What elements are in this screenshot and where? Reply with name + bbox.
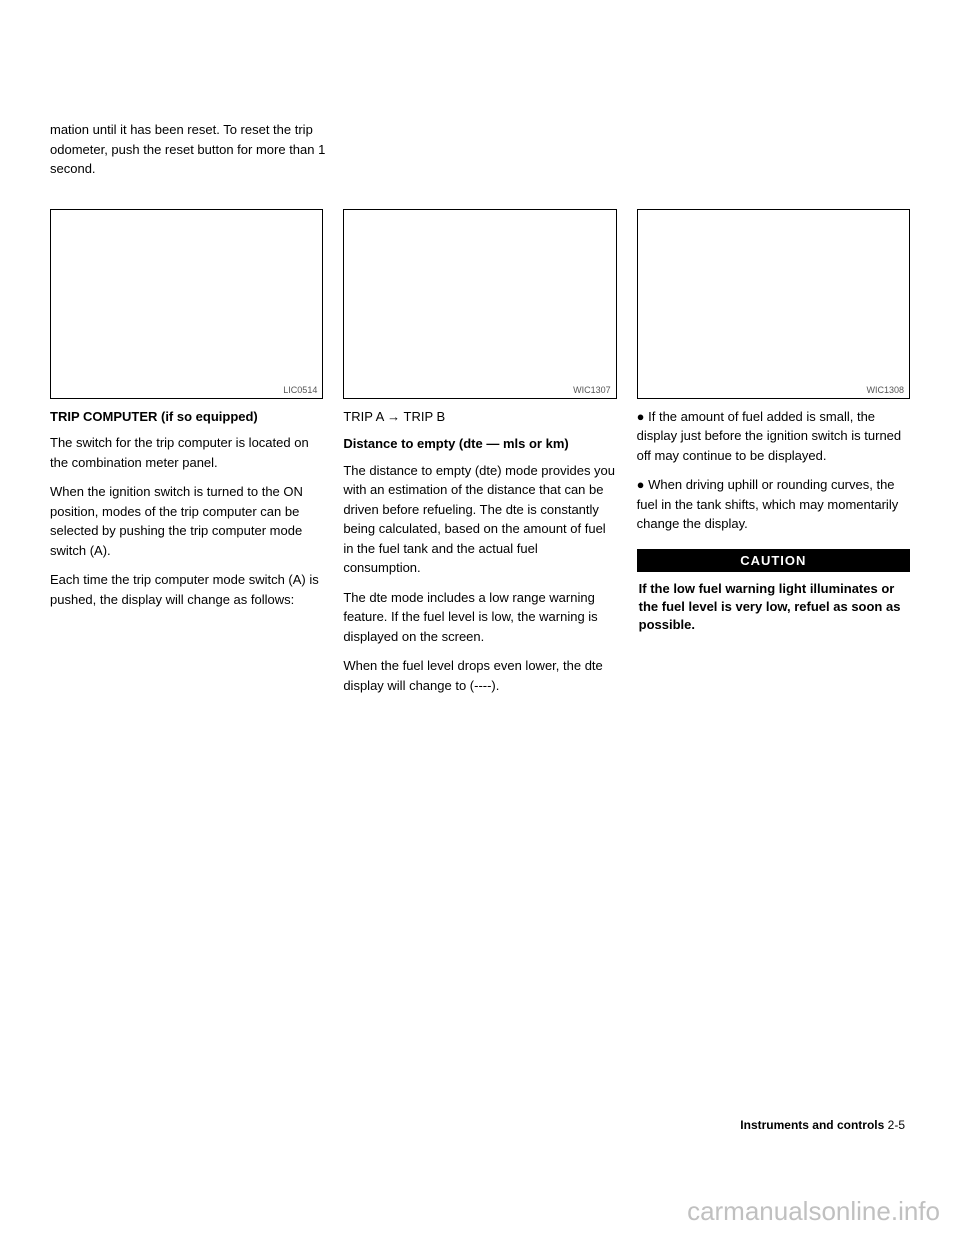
- figure-3: WIC1308: [637, 209, 910, 399]
- page-footer: Instruments and controls 2-5: [740, 1118, 905, 1132]
- trip-computer-heading: TRIP COMPUTER (if so equipped): [50, 409, 323, 426]
- column-2: WIC1307 TRIP A → TRIP B Distance to empt…: [343, 209, 616, 706]
- col3-para1: ● If the amount of fuel added is small, …: [637, 407, 910, 466]
- columns-container: LIC0514 TRIP COMPUTER (if so equipped) T…: [50, 209, 910, 706]
- col1-para3: Each time the trip computer mode switch …: [50, 570, 323, 609]
- page-content: mation until it has been reset. To reset…: [0, 0, 960, 755]
- caution-header: CAUTION: [637, 549, 910, 572]
- intro-text: mation until it has been reset. To reset…: [50, 120, 330, 179]
- column-3: WIC1308 ● If the amount of fuel added is…: [637, 209, 910, 706]
- col2-para3: When the fuel level drops even lower, th…: [343, 656, 616, 695]
- figure-3-caption: WIC1308: [866, 385, 904, 395]
- caution-box: CAUTION If the low fuel warning light il…: [637, 549, 910, 643]
- figure-1: LIC0514: [50, 209, 323, 399]
- caution-text: If the low fuel warning light illuminate…: [637, 572, 910, 643]
- col2-para2: The dte mode includes a low range warnin…: [343, 588, 616, 647]
- watermark: carmanualsonline.info: [687, 1196, 940, 1227]
- figure-1-caption: LIC0514: [283, 385, 317, 395]
- column-1: LIC0514 TRIP COMPUTER (if so equipped) T…: [50, 209, 323, 706]
- col1-para2: When the ignition switch is turned to th…: [50, 482, 323, 560]
- col3-para2: ● When driving uphill or rounding curves…: [637, 475, 910, 534]
- footer-page: 2-5: [888, 1118, 905, 1132]
- col1-para1: The switch for the trip computer is loca…: [50, 433, 323, 472]
- figure-2-caption: WIC1307: [573, 385, 611, 395]
- dte-heading: Distance to empty (dte — mls or km): [343, 436, 616, 453]
- figure-2: WIC1307: [343, 209, 616, 399]
- col2-para1: The distance to empty (dte) mode provide…: [343, 461, 616, 578]
- footer-section: Instruments and controls: [740, 1118, 884, 1132]
- trip-sequence: TRIP A → TRIP B: [343, 407, 616, 427]
